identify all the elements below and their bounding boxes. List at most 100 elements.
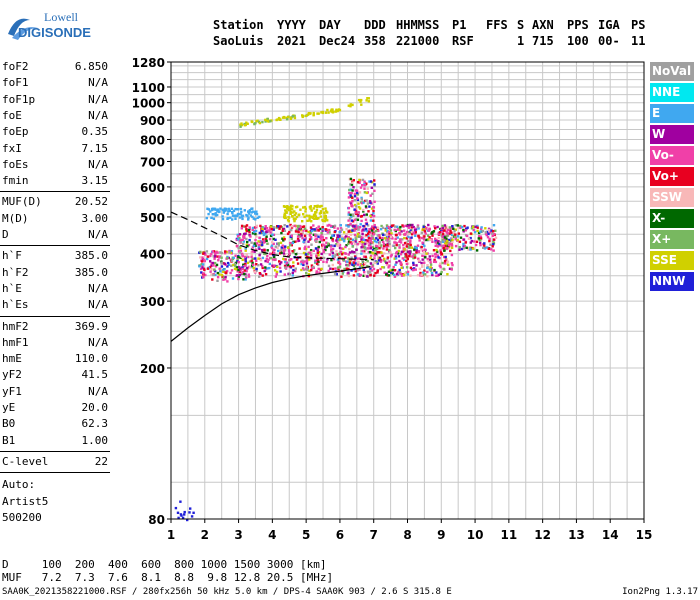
- echo-point: [287, 208, 291, 212]
- echo-point: [249, 235, 252, 238]
- echo-point: [415, 251, 418, 254]
- echo-point: [394, 237, 398, 240]
- param-value: 22: [94, 454, 108, 468]
- echo-point: [183, 513, 186, 516]
- echo-point: [360, 246, 363, 249]
- echo-point: [387, 270, 391, 273]
- echo-point: [356, 197, 359, 200]
- echo-point: [405, 266, 409, 269]
- param-name: foE: [2, 108, 22, 122]
- echo-point: [492, 243, 495, 246]
- echo-point: [469, 246, 472, 249]
- echo-point: [255, 248, 258, 251]
- param-divider: [0, 472, 110, 474]
- echo-point: [466, 226, 469, 229]
- echo-point: [403, 248, 406, 251]
- echo-point: [239, 267, 242, 270]
- echo-point: [347, 104, 350, 107]
- echo-point: [299, 230, 303, 234]
- echo-point: [331, 254, 334, 258]
- echo-point: [329, 267, 332, 270]
- echo-point: [313, 217, 316, 220]
- echo-point: [232, 209, 236, 212]
- echo-point: [291, 250, 294, 253]
- echo-point: [209, 270, 212, 273]
- echo-point: [364, 248, 368, 251]
- echo-point: [233, 264, 237, 267]
- echo-point: [376, 238, 380, 241]
- echo-point: [210, 216, 213, 219]
- echo-point: [336, 227, 339, 230]
- echo-point: [302, 206, 305, 209]
- echo-point: [369, 247, 372, 250]
- echo-point: [488, 239, 491, 243]
- echo-point: [317, 267, 320, 271]
- echo-point: [363, 184, 366, 187]
- echo-point: [264, 227, 267, 230]
- echo-point: [347, 274, 351, 278]
- echo-point: [278, 262, 282, 266]
- echo-point: [372, 250, 375, 254]
- echo-point: [310, 228, 313, 231]
- echo-point: [402, 243, 405, 247]
- echo-point: [235, 266, 238, 269]
- echo-point: [257, 246, 260, 249]
- echo-point: [441, 238, 444, 242]
- legend-item: NoVal: [650, 62, 694, 81]
- echo-point: [271, 233, 274, 236]
- header-col-label: YYYY: [277, 18, 306, 32]
- echo-point: [200, 263, 203, 266]
- echo-point: [320, 267, 323, 271]
- echo-point: [393, 273, 396, 276]
- echo-point: [336, 241, 339, 244]
- echo-point: [429, 266, 432, 269]
- echo-point: [229, 258, 232, 261]
- echo-point: [370, 227, 373, 230]
- echo-point: [260, 249, 264, 252]
- echo-point: [247, 212, 251, 215]
- echo-point: [257, 264, 260, 267]
- echo-point: [356, 269, 359, 272]
- echo-point: [388, 243, 391, 246]
- echo-point: [181, 516, 185, 520]
- echo-point: [236, 258, 239, 262]
- echo-point: [243, 262, 247, 266]
- param-value: 385.0: [74, 265, 108, 279]
- echo-point: [302, 225, 306, 228]
- echo-point: [462, 242, 465, 246]
- echo-point: [333, 255, 336, 258]
- echo-point: [340, 275, 343, 278]
- echo-point: [430, 232, 433, 235]
- echo-point: [356, 243, 359, 246]
- echo-point: [289, 223, 292, 227]
- echo-point: [441, 232, 445, 236]
- echo-point: [277, 242, 280, 245]
- echo-point: [238, 251, 242, 254]
- echo-point: [265, 235, 268, 238]
- echo-point: [388, 248, 391, 252]
- echo-point: [304, 207, 307, 210]
- echo-point: [289, 212, 292, 215]
- echo-point: [494, 229, 497, 232]
- echo-point: [484, 227, 487, 230]
- echo-point: [382, 242, 386, 246]
- echo-point: [360, 198, 363, 201]
- echo-point: [413, 229, 417, 232]
- echo-point: [373, 179, 376, 182]
- echo-point: [398, 231, 401, 235]
- echo-point: [423, 227, 426, 230]
- echo-point: [201, 264, 204, 267]
- echo-point: [336, 253, 339, 256]
- echo-point: [339, 250, 342, 254]
- echo-point: [292, 268, 295, 272]
- echo-point: [350, 262, 353, 265]
- echo-point: [408, 246, 411, 249]
- echo-point: [367, 232, 370, 235]
- x-tick-label: 1: [167, 528, 175, 542]
- param-name: h`F2: [2, 265, 29, 279]
- echo-point: [300, 260, 303, 263]
- echo-point: [258, 272, 261, 275]
- echo-point: [479, 243, 482, 247]
- echo-point: [216, 208, 220, 211]
- echo-point: [296, 237, 300, 241]
